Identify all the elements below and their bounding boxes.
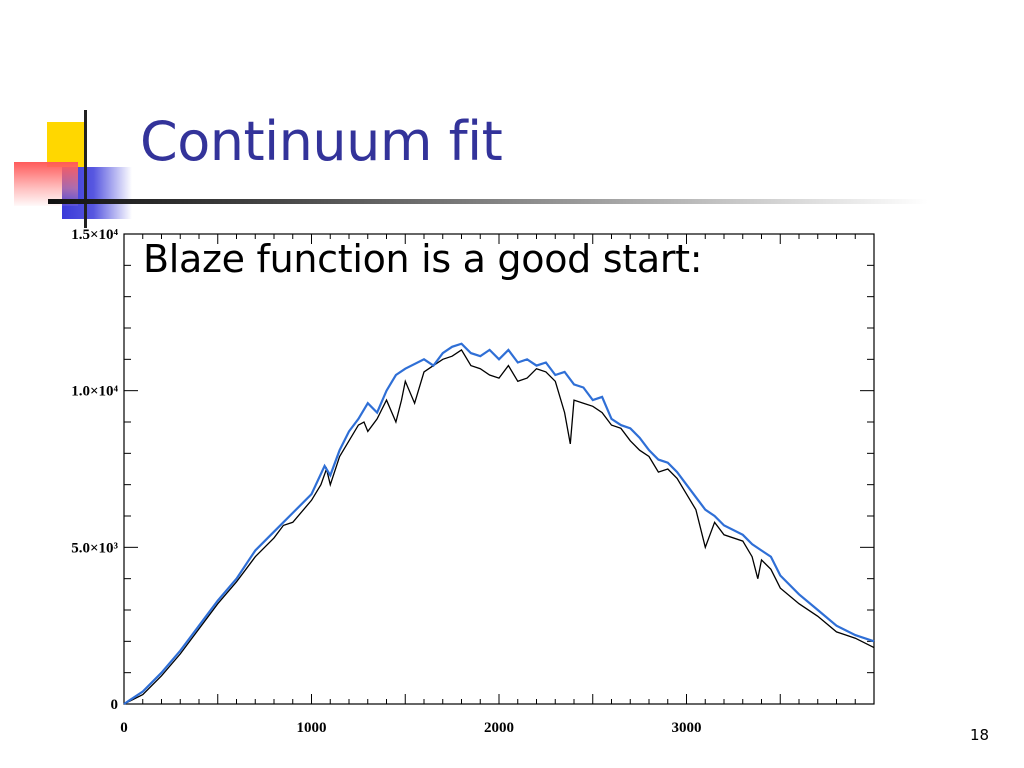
- spectrum-series: [123, 348, 875, 705]
- plot-frame: [123, 233, 875, 705]
- page-number: 18: [970, 726, 990, 744]
- x-tick-label: 3000: [672, 720, 702, 736]
- y-tick-label: 5.0×10³: [71, 540, 118, 556]
- y-tick-label: 0: [111, 697, 119, 713]
- decor-yellow-square: [47, 122, 85, 167]
- slide-subtitle: Blaze function is a good start:: [143, 237, 703, 281]
- x-tick-label: 2000: [484, 720, 514, 736]
- y-tick-label: 1.0×10⁴: [71, 384, 118, 400]
- title-underline: [48, 199, 928, 204]
- y-tick-label: 1.5×10⁴: [71, 227, 118, 243]
- slide-title: Continuum fit: [140, 110, 503, 173]
- x-tick-label: 1000: [297, 720, 327, 736]
- decor-red-square: [14, 162, 78, 206]
- x-tick-label: 0: [120, 720, 128, 736]
- continuum-series: [123, 342, 875, 705]
- decor-vertical-line: [84, 110, 87, 228]
